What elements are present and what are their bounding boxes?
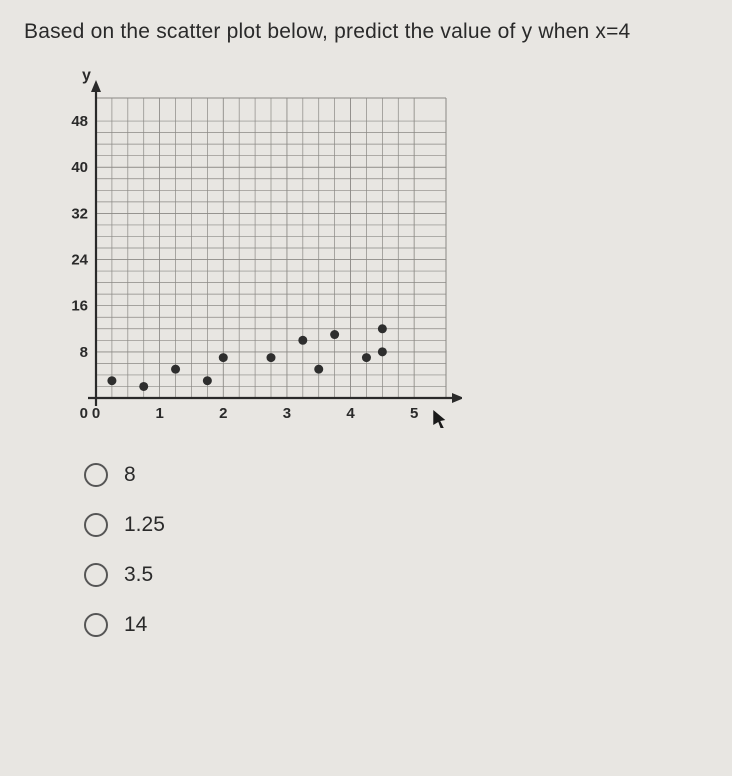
- option-a[interactable]: 8: [84, 463, 708, 487]
- svg-text:24: 24: [71, 252, 88, 269]
- scatter-plot: 012345816243240480yx: [42, 68, 708, 433]
- svg-text:16: 16: [71, 298, 88, 315]
- svg-text:32: 32: [71, 205, 88, 222]
- question-text: Based on the scatter plot below, predict…: [24, 20, 708, 44]
- option-label: 14: [124, 613, 147, 637]
- option-label: 1.25: [124, 513, 165, 537]
- svg-text:8: 8: [80, 344, 88, 361]
- svg-text:0: 0: [80, 405, 88, 422]
- option-label: 8: [124, 463, 136, 487]
- svg-text:y: y: [82, 68, 91, 84]
- radio-icon: [84, 563, 108, 587]
- svg-text:40: 40: [71, 159, 88, 176]
- option-c[interactable]: 3.5: [84, 563, 708, 587]
- svg-text:4: 4: [346, 405, 355, 422]
- radio-icon: [84, 613, 108, 637]
- option-label: 3.5: [124, 563, 153, 587]
- svg-text:0: 0: [92, 405, 100, 422]
- svg-text:5: 5: [410, 405, 418, 422]
- svg-text:3: 3: [283, 405, 291, 422]
- answer-options: 8 1.25 3.5 14: [84, 463, 708, 637]
- radio-icon: [84, 463, 108, 487]
- svg-text:2: 2: [219, 405, 227, 422]
- chart-svg: 012345816243240480yx: [42, 68, 462, 428]
- svg-text:1: 1: [155, 405, 163, 422]
- option-d[interactable]: 14: [84, 613, 708, 637]
- svg-text:48: 48: [71, 113, 88, 130]
- option-b[interactable]: 1.25: [84, 513, 708, 537]
- radio-icon: [84, 513, 108, 537]
